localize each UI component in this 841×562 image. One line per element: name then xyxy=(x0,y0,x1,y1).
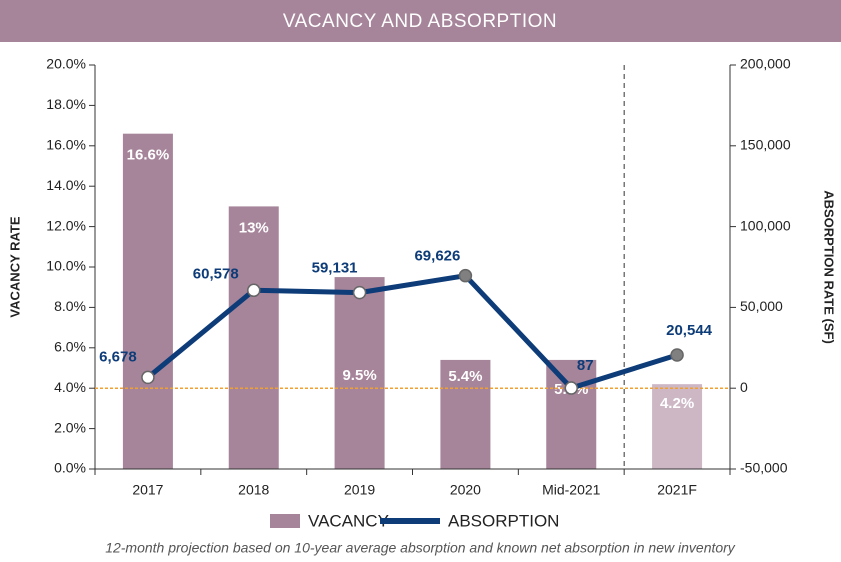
absorption-value-label: 60,578 xyxy=(193,265,239,282)
y-tick-label: 0.0% xyxy=(54,460,86,476)
bar-value-label: 4.2% xyxy=(660,395,694,412)
y-tick-label: 6.0% xyxy=(54,339,86,355)
x-tick-label: 2017 xyxy=(132,482,163,498)
y2-tick-label: 50,000 xyxy=(740,298,783,314)
y-tick-label: 20.0% xyxy=(46,56,86,72)
absorption-marker xyxy=(352,285,367,300)
absorption-marker xyxy=(141,370,155,385)
x-tick-label: Mid-2021 xyxy=(542,482,601,498)
legend-label: ABSORPTION xyxy=(448,511,559,530)
absorption-value-label: 6,678 xyxy=(99,348,137,365)
y2-tick-label: 200,000 xyxy=(740,56,791,72)
y-tick-label: 10.0% xyxy=(46,258,86,274)
footnote: 12-month projection based on 10-year ave… xyxy=(105,540,736,556)
chart-title: VACANCY AND ABSORPTION xyxy=(283,11,557,32)
bar xyxy=(228,206,279,469)
bar xyxy=(652,384,703,469)
y2-tick-label: 0 xyxy=(740,379,748,395)
bar-value-label: 9.5% xyxy=(342,367,376,384)
legend-swatch xyxy=(270,514,300,528)
bar xyxy=(546,359,597,469)
absorption-value-label: 20,544 xyxy=(666,322,713,339)
y-tick-label: 8.0% xyxy=(54,298,86,314)
absorption-marker xyxy=(564,381,578,395)
absorption-line xyxy=(146,273,678,391)
x-tick-label: 2020 xyxy=(450,482,481,498)
x-tick-label: 2019 xyxy=(344,482,375,498)
absorption-marker xyxy=(670,348,684,362)
bar xyxy=(122,133,173,469)
y-tick-label: 12.0% xyxy=(46,217,86,233)
y2-tick-label: 100,000 xyxy=(740,217,791,233)
absorption-marker xyxy=(458,268,473,283)
absorption-marker xyxy=(247,283,261,298)
y-tick-label: 18.0% xyxy=(46,96,86,112)
bar xyxy=(334,277,385,469)
y2-tick-label: 150,000 xyxy=(740,137,791,153)
x-tick-label: 2021F xyxy=(657,482,697,498)
title-bar xyxy=(0,0,841,42)
x-tick-label: 2018 xyxy=(238,482,269,498)
absorption-value-label: 69,626 xyxy=(414,248,460,265)
y-tick-label: 4.0% xyxy=(54,379,86,395)
bar-value-label: 5.4% xyxy=(448,368,482,385)
bar-value-label: 16.6% xyxy=(127,147,170,164)
bar xyxy=(440,359,491,469)
y2-axis-label: ABSORPTION RATE (SF) xyxy=(822,190,837,344)
y-axis-label: VACANCY RATE xyxy=(7,216,22,317)
y-tick-label: 2.0% xyxy=(54,419,86,435)
y-tick-label: 16.0% xyxy=(46,137,86,153)
y2-tick-label: -50,000 xyxy=(740,460,788,476)
absorption-value-label: 87 xyxy=(577,357,594,374)
legend-label: VACANCY xyxy=(308,511,389,530)
absorption-value-label: 59,131 xyxy=(312,260,358,277)
y-tick-label: 14.0% xyxy=(46,177,86,193)
bar-value-label: 13% xyxy=(239,219,269,236)
